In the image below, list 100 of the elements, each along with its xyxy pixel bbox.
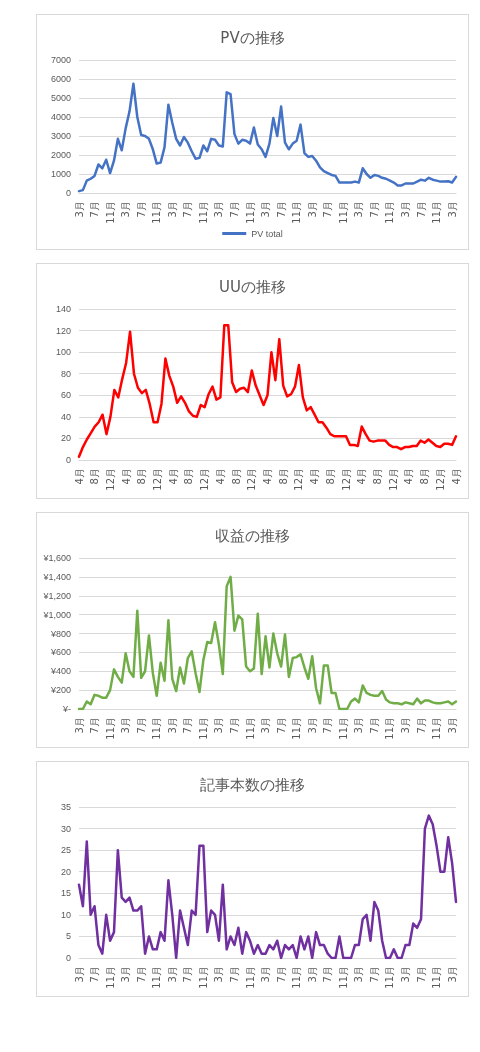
x-tick-label: 11月 <box>151 966 163 989</box>
y-tick-label: 1000 <box>50 169 71 179</box>
line-series <box>77 814 458 960</box>
x-tick-label: 4月 <box>262 468 273 485</box>
chart-title: 記事本数の推移 <box>200 775 305 794</box>
x-tick-label: 11月 <box>104 717 116 740</box>
x-tick-label: 12月 <box>387 468 399 491</box>
x-tick-label: 3月 <box>446 717 458 734</box>
x-tick-label: 3月 <box>120 966 132 983</box>
line-series <box>77 323 458 459</box>
y-tick-label: ¥600 <box>49 647 71 658</box>
x-tick-label: 3月 <box>213 717 225 734</box>
x-tick-label: 11月 <box>431 966 443 989</box>
x-tick-label: 3月 <box>166 966 178 983</box>
y-tick-label: 140 <box>55 304 71 314</box>
x-tick-label: 8月 <box>277 468 289 485</box>
x-tick-label: 4月 <box>450 468 462 485</box>
x-tick-label: 7月 <box>135 201 147 218</box>
x-tick-label: 3月 <box>260 717 272 734</box>
y-tick-label: 5 <box>65 931 71 942</box>
x-tick-label: 11月 <box>244 966 256 989</box>
x-tick-label: 3月 <box>166 201 178 218</box>
x-tick-label: 3月 <box>353 966 365 983</box>
x-tick-label: 11月 <box>197 966 209 989</box>
x-tick-label: 3月 <box>213 966 225 983</box>
x-tick-label: 8月 <box>419 468 431 485</box>
x-tick-label: 4月 <box>403 468 415 485</box>
x-tick-label: 7月 <box>135 717 147 734</box>
chart-title: UUの推移 <box>219 277 286 296</box>
x-tick-label: 8月 <box>89 468 101 485</box>
x-tick-label: 7月 <box>89 966 101 983</box>
x-tick-label: 11月 <box>104 201 116 224</box>
x-tick-label: 3月 <box>306 966 318 983</box>
x-tick-label: 11月 <box>337 966 349 989</box>
line-series <box>77 575 458 711</box>
legend-label: PV total <box>251 228 283 239</box>
x-tick-label: 7月 <box>322 966 334 983</box>
y-tick-label: 80 <box>60 368 71 379</box>
x-tick-label: 11月 <box>197 717 209 740</box>
x-tick-label: 11月 <box>197 201 209 224</box>
y-tick-label: ¥1,600 <box>42 553 71 563</box>
x-tick-label: 11月 <box>104 966 116 989</box>
y-tick-label: 10 <box>60 909 71 920</box>
x-tick-label: 11月 <box>151 717 163 740</box>
x-tick-label: 7月 <box>368 717 380 734</box>
y-tick-label: 6000 <box>50 74 71 84</box>
x-tick-label: 3月 <box>120 201 132 218</box>
x-tick-label: 12月 <box>293 468 305 491</box>
y-tick-label: 35 <box>60 802 71 812</box>
x-tick-label: 11月 <box>384 201 396 224</box>
x-tick-label: 4月 <box>356 468 368 485</box>
y-tick-label: 60 <box>60 390 71 401</box>
x-tick-label: 4月 <box>167 468 179 485</box>
x-tick-label: 3月 <box>353 201 365 218</box>
chart-title: PVの推移 <box>220 28 285 47</box>
y-tick-label: ¥1,400 <box>42 571 71 582</box>
x-tick-label: 7月 <box>89 201 101 218</box>
x-tick-label: 3月 <box>260 966 272 983</box>
x-tick-label: 12月 <box>152 468 164 491</box>
x-tick-label: 7月 <box>182 717 194 734</box>
chart-title: 収益の推移 <box>215 526 290 545</box>
y-tick-label: 0 <box>65 188 71 198</box>
x-tick-label: 7月 <box>275 717 287 734</box>
x-tick-label: 4月 <box>73 468 85 485</box>
x-tick-label: 3月 <box>306 717 318 734</box>
y-tick-label: 7000 <box>50 55 71 65</box>
y-tick-label: 30 <box>60 823 71 834</box>
x-tick-label: 8月 <box>324 468 336 485</box>
x-tick-label: 7月 <box>228 966 240 983</box>
x-tick-label: 3月 <box>260 201 272 218</box>
y-tick-label: 25 <box>60 845 71 856</box>
x-tick-label: 3月 <box>446 966 458 983</box>
x-tick-label: 11月 <box>244 717 256 740</box>
x-tick-label: 3月 <box>73 717 85 734</box>
x-tick-label: 11月 <box>431 717 443 740</box>
x-tick-label: 8月 <box>230 468 242 485</box>
x-tick-label: 7月 <box>228 201 240 218</box>
x-tick-label: 7月 <box>368 201 380 218</box>
x-tick-label: 3月 <box>446 201 458 218</box>
y-tick-label: 20 <box>60 866 71 877</box>
y-tick-label: 4000 <box>50 112 71 122</box>
x-tick-label: 7月 <box>322 717 334 734</box>
y-tick-label: ¥1,000 <box>42 609 71 620</box>
x-tick-label: 7月 <box>275 201 287 218</box>
y-tick-label: 5000 <box>50 93 71 103</box>
y-tick-label: ¥400 <box>49 666 71 677</box>
x-tick-label: 12月 <box>199 468 211 491</box>
x-tick-label: 7月 <box>322 201 334 218</box>
x-tick-label: 7月 <box>182 966 194 983</box>
x-tick-label: 11月 <box>151 201 163 224</box>
x-tick-label: 7月 <box>182 201 194 218</box>
y-tick-label: 40 <box>60 411 71 422</box>
x-tick-label: 3月 <box>399 966 411 983</box>
y-tick-label: ¥- <box>61 704 71 714</box>
x-tick-label: 7月 <box>228 717 240 734</box>
x-tick-label: 11月 <box>337 717 349 740</box>
x-tick-label: 11月 <box>291 966 303 989</box>
x-tick-label: 3月 <box>353 717 365 734</box>
x-tick-label: 4月 <box>120 468 132 485</box>
x-tick-label: 4月 <box>214 468 226 485</box>
